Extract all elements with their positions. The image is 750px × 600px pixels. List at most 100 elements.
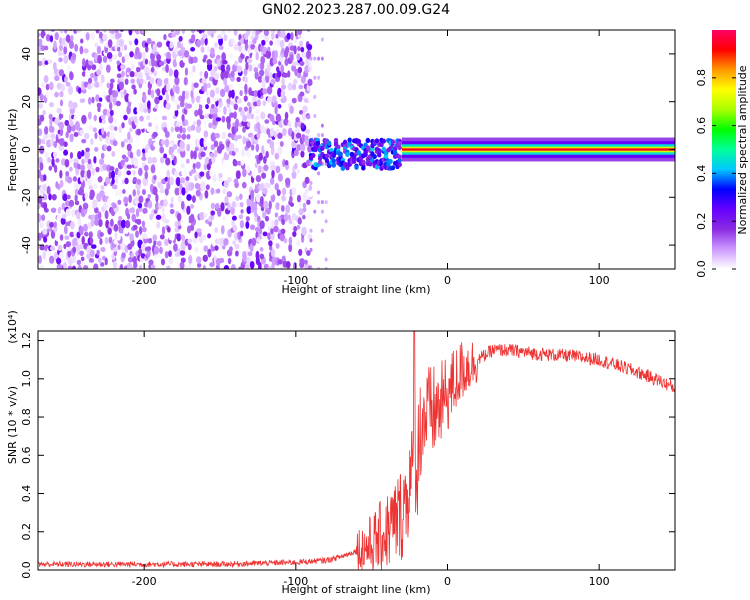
spectrogram-cell bbox=[189, 213, 195, 223]
spectrogram-cell bbox=[59, 137, 65, 147]
spectrogram-cell bbox=[320, 37, 324, 42]
spectrogram-cell bbox=[223, 180, 229, 188]
spectrogram-cell bbox=[354, 164, 359, 170]
spectrogram-cell bbox=[281, 84, 287, 90]
spectrogram-cell bbox=[60, 84, 66, 92]
spectrogram-cell bbox=[65, 245, 72, 252]
spectrogram-cell bbox=[39, 221, 44, 229]
spectrogram-cell bbox=[116, 60, 121, 66]
spectrogram-cell bbox=[59, 251, 65, 259]
spectrogram-cell bbox=[297, 217, 302, 225]
spectrogram-cell bbox=[249, 260, 255, 269]
spectrogram-cell bbox=[390, 165, 396, 171]
spectrogram-cell bbox=[97, 229, 102, 240]
spectrogram-cell bbox=[309, 56, 313, 61]
spectrogram-cell bbox=[269, 40, 273, 46]
spectrogram-cell bbox=[228, 246, 233, 252]
spectrogram-cell bbox=[55, 158, 60, 163]
spectrogram-cell bbox=[291, 97, 297, 104]
spectrogram-cell bbox=[160, 258, 166, 266]
spectrogram-cell bbox=[129, 151, 134, 159]
spectrogram-cell bbox=[199, 114, 205, 120]
spectrogram-cell bbox=[108, 101, 113, 111]
spectrogram-cell bbox=[299, 258, 305, 264]
spectrogram-cell bbox=[179, 177, 186, 184]
spectrogram-cell bbox=[307, 213, 311, 219]
spectrogram-cell bbox=[193, 150, 197, 160]
spectrogram-cell bbox=[221, 131, 227, 140]
spectrogram-cell bbox=[236, 134, 242, 140]
spectrogram-cell bbox=[209, 262, 215, 268]
spectrogram-cell bbox=[194, 109, 199, 117]
spectrogram-cell bbox=[255, 115, 260, 123]
spectrogram-cell bbox=[295, 116, 300, 123]
spectrogram-cell bbox=[199, 97, 204, 106]
spectrogram-cell bbox=[81, 158, 85, 165]
spectrogram-cell bbox=[274, 100, 278, 108]
spectrogram-cell bbox=[309, 228, 313, 233]
spectrogram-cell bbox=[187, 238, 193, 244]
spectrogram-cell bbox=[86, 161, 93, 170]
spectrogram-cell bbox=[124, 78, 129, 85]
spectrogram-cell bbox=[361, 160, 366, 166]
spectrogram-cell bbox=[190, 150, 194, 160]
spectrogram-cell bbox=[63, 30, 68, 34]
colorbar: 0.0 0.2 0.4 0.6 0.8 Normalized spectral ampl… bbox=[695, 30, 749, 278]
spectrogram-cell bbox=[86, 169, 92, 179]
spectrogram-cell bbox=[153, 141, 157, 147]
spectrogram-cell bbox=[63, 46, 68, 55]
spectrogram-cell bbox=[294, 120, 298, 129]
spectrogram-cell bbox=[180, 200, 185, 210]
spectrogram-cell bbox=[240, 230, 244, 237]
spectrogram-cell bbox=[397, 145, 402, 151]
spectrogram-cell bbox=[153, 245, 160, 255]
spectrogram-cell bbox=[43, 132, 49, 140]
spectrogram-cell bbox=[82, 58, 86, 68]
spectrogram-cell bbox=[98, 81, 103, 87]
spectrogram-cell bbox=[139, 115, 144, 122]
spectrogram-cell bbox=[118, 38, 125, 48]
spectrogram-cell bbox=[186, 144, 191, 152]
spectrogram-cell bbox=[239, 246, 245, 253]
spectrogram-cell bbox=[220, 225, 225, 235]
spectrogram-cell bbox=[244, 76, 249, 84]
spectrogram-cell bbox=[306, 49, 312, 60]
spectrogram-cell bbox=[200, 151, 206, 158]
spectrogram-cell bbox=[161, 238, 165, 248]
spectrogram-cell bbox=[142, 176, 149, 187]
spectrogram-cell bbox=[263, 155, 267, 164]
spectrogram-cell bbox=[282, 158, 286, 168]
spectrogram-cell bbox=[102, 108, 108, 116]
spectrogram-cell bbox=[216, 34, 223, 40]
spectrogram-cell bbox=[83, 132, 90, 140]
spectrogram-cell bbox=[64, 224, 68, 235]
spectrogram-cell bbox=[213, 65, 218, 72]
spectrogram-cell bbox=[255, 143, 260, 153]
spectrogram-cell bbox=[281, 187, 287, 196]
spectrogram-cell bbox=[254, 70, 259, 80]
spectrogram-cell bbox=[154, 253, 160, 259]
spectrogram-cell bbox=[79, 45, 84, 55]
spectrogram-cell bbox=[224, 84, 230, 93]
spectrogram-cell bbox=[156, 78, 163, 87]
spectrogram-cell bbox=[113, 90, 119, 98]
spectrogram-cell bbox=[220, 202, 225, 212]
spectrogram-cell bbox=[106, 145, 112, 152]
spectrogram-cell bbox=[199, 137, 205, 148]
spectrogram-cell bbox=[148, 259, 154, 266]
spectrogram-cell bbox=[170, 232, 175, 242]
spectrogram-cell bbox=[270, 160, 275, 167]
spectrogram-cell bbox=[38, 60, 43, 67]
spectrogram-cell bbox=[269, 245, 273, 251]
spectrogram-cell bbox=[259, 253, 265, 260]
spectrogram-cell bbox=[65, 81, 71, 87]
spectrogram-cell bbox=[210, 132, 217, 142]
spectrogram-cell bbox=[377, 152, 382, 158]
spectrogram-cell bbox=[263, 263, 269, 269]
spectrogram-cell bbox=[235, 118, 240, 128]
spectrogram-cell bbox=[287, 214, 291, 220]
spectrogram-cell bbox=[239, 193, 243, 200]
spectrogram-cell bbox=[203, 118, 207, 128]
colorbar-tick-label: 0.8 bbox=[695, 69, 708, 87]
spectrogram-cell bbox=[223, 237, 229, 246]
